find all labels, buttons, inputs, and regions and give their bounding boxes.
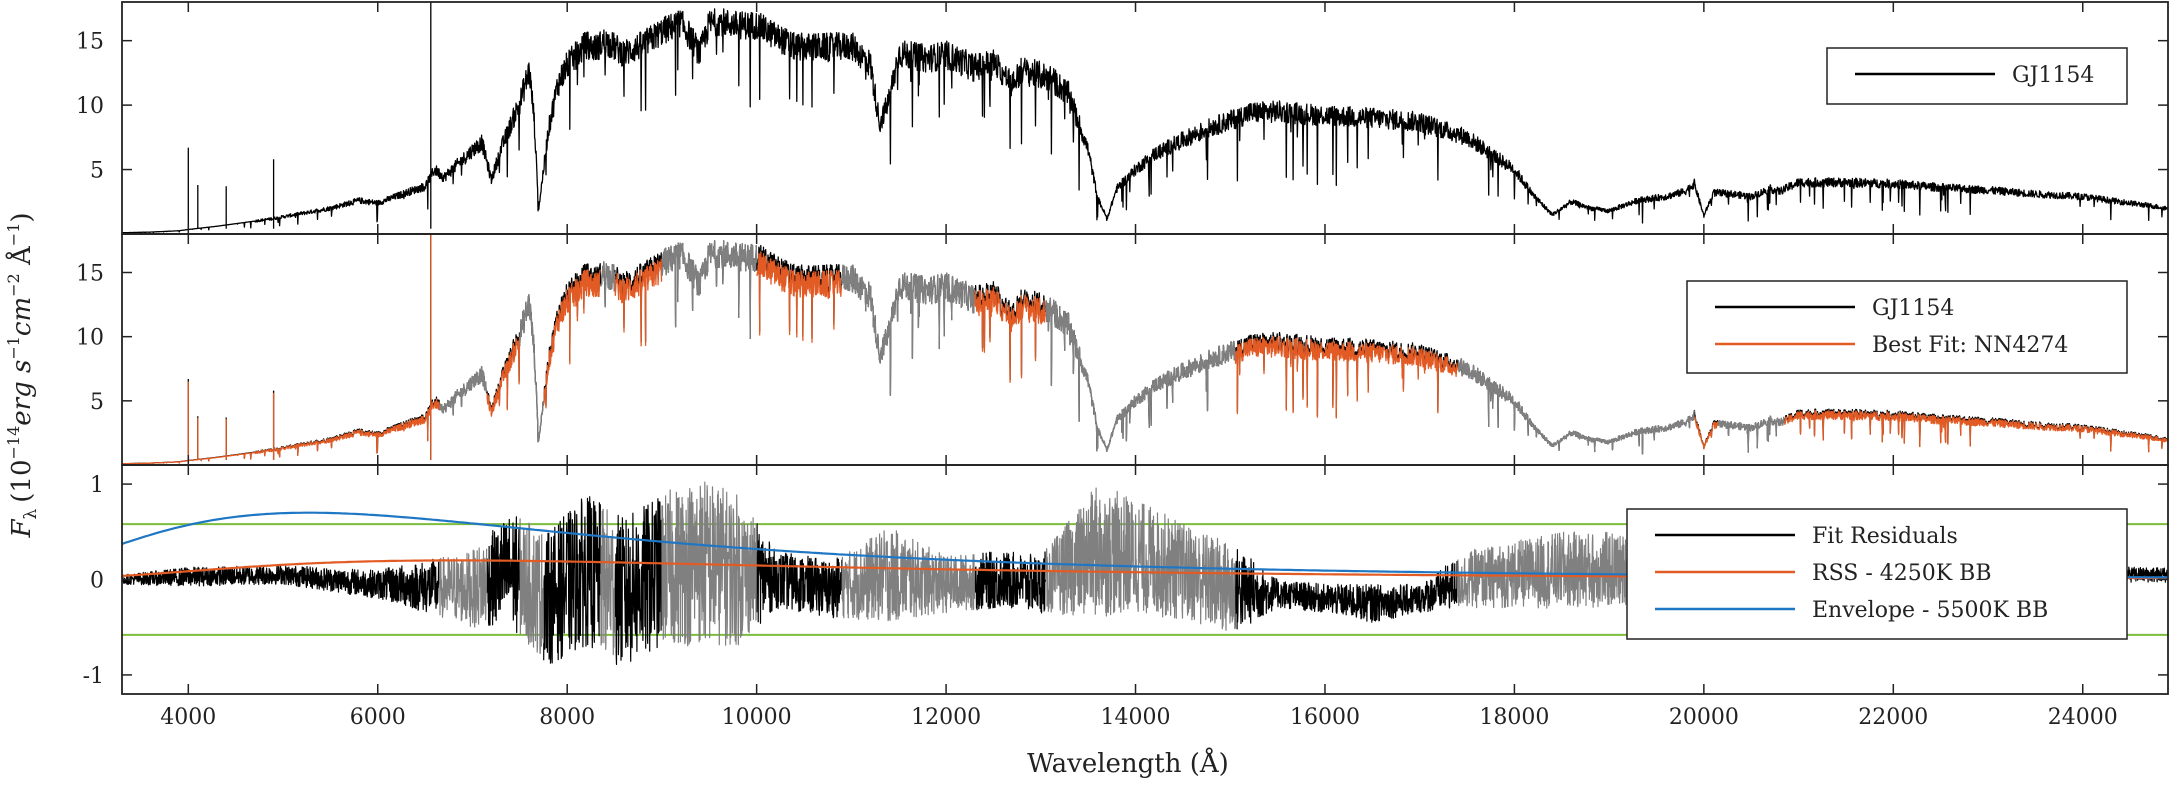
y-axis-title-exp3: −2 xyxy=(4,273,23,297)
legend-label: Best Fit: NN4274 xyxy=(1872,333,2068,358)
y-axis-title-exp4: −1 xyxy=(4,223,23,247)
panel-plot-area xyxy=(122,2,2168,234)
series-line-gj1154 xyxy=(122,2,2168,234)
x-tick-label: 16000 xyxy=(1290,705,1360,730)
y-axis-title: Fλ(10−14erg s−1cm−2 Å−1) xyxy=(4,212,41,538)
legend-box xyxy=(1686,280,2128,374)
legend-box xyxy=(1626,508,2128,640)
x-tick-label: 4000 xyxy=(160,705,216,730)
y-tick-label: 1 xyxy=(90,473,104,498)
y-axis-title-symbol: F xyxy=(7,519,37,539)
x-axis-title: Wavelength (Å) xyxy=(1027,747,1229,779)
legend-label: Envelope - 5500K BB xyxy=(1812,598,2048,623)
y-tick-label: 5 xyxy=(90,390,104,415)
panel-residuals: -1 0 1 Fit Residuals RSS - 4250K BB Envelope … xyxy=(83,465,2168,694)
y-axis-title-close: ) xyxy=(7,212,37,222)
x-tick-label: 12000 xyxy=(911,705,981,730)
y-axis-title-angstrom: Å xyxy=(5,245,37,273)
panel-best-fit: 5 10 15 GJ1154 Best Fit: NN4274 xyxy=(76,234,2168,465)
y-tick-label: 15 xyxy=(76,30,104,55)
y-tick-label: 15 xyxy=(76,262,104,287)
y-axis-title-cm: cm xyxy=(7,297,37,336)
x-tick-label: 20000 xyxy=(1669,705,1739,730)
panel-observed-spectrum: 5 10 15 GJ1154 xyxy=(76,2,2168,234)
y-tick-label: 10 xyxy=(76,326,104,351)
panel-frame xyxy=(121,464,2169,695)
x-axis: 4000 6000 8000 10000 12000 14000 16000 18000 200… xyxy=(121,1,2169,730)
y-axis-title-subscript: λ xyxy=(21,509,41,520)
panel-plot-area xyxy=(122,234,2168,465)
series-line-best-fit xyxy=(122,234,2168,465)
y-tick-label: -1 xyxy=(83,664,104,689)
y-axis-title-exp2: −1 xyxy=(4,336,23,360)
x-tick-label: 14000 xyxy=(1101,705,1171,730)
y-tick-label: 5 xyxy=(90,159,104,184)
legend-label: RSS - 4250K BB xyxy=(1812,561,1992,586)
x-tick-label: 8000 xyxy=(539,705,595,730)
legend-label: GJ1154 xyxy=(2012,63,2094,88)
x-tick-label: 22000 xyxy=(1858,705,1928,730)
y-axis-title-erg: erg s xyxy=(7,360,37,426)
y-axis-title-open: (10 xyxy=(7,459,37,502)
x-tick-label: 18000 xyxy=(1479,705,1549,730)
panel-frame xyxy=(121,1,2169,235)
x-tick-label: 6000 xyxy=(350,705,406,730)
y-tick-label: 10 xyxy=(76,94,104,119)
y-axis-title-exp1: −14 xyxy=(4,426,23,460)
legend-label: Fit Residuals xyxy=(1812,524,1958,549)
x-tick-label: 24000 xyxy=(2048,705,2118,730)
series-line-masked xyxy=(439,240,1785,455)
legend-box xyxy=(1826,47,2128,105)
x-tick-label: 10000 xyxy=(722,705,792,730)
legend-label: GJ1154 xyxy=(1872,296,1954,321)
y-tick-label: 0 xyxy=(90,569,104,594)
